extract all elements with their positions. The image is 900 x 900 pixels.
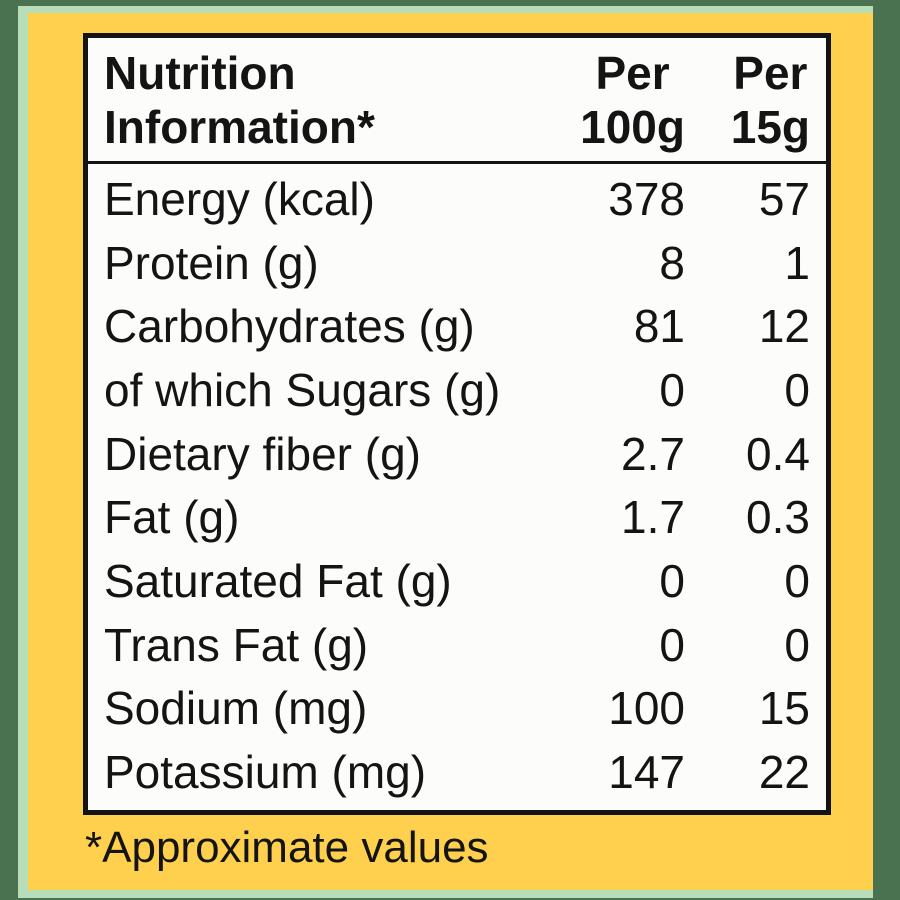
nutrient-name: Saturated Fat (g) <box>104 554 452 607</box>
value-per-15g: 0.3 <box>746 491 810 544</box>
table-row-fat: Fat (g) 1.7 0.3 <box>104 492 810 543</box>
per-15g-line2: 15g <box>730 100 810 153</box>
approximate-values-footnote: *Approximate values <box>85 823 489 872</box>
nutrient-name: Protein (g) <box>104 236 319 289</box>
value-per-100g: 147 <box>608 745 685 798</box>
value-per-100g: 81 <box>633 300 685 353</box>
column-header-per-100g: Per 100g <box>535 47 685 155</box>
value-per-15g: 0 <box>784 364 810 417</box>
value-per-100g: 1.7 <box>621 491 685 544</box>
table-row-potassium: Potassium (mg) 147 22 <box>104 747 810 798</box>
table-body: Energy (kcal) 378 57 Protein (g) 8 1 Car… <box>88 164 826 810</box>
nutrient-name: Potassium (mg) <box>104 745 427 798</box>
table-title-line1: Nutrition <box>104 47 296 99</box>
value-per-15g: 1 <box>784 236 810 289</box>
value-per-15g: 12 <box>758 300 810 353</box>
value-per-100g: 0 <box>659 618 685 671</box>
table-row-carbohydrates: Carbohydrates (g) 81 12 <box>104 301 810 352</box>
table-row-dietary-fiber: Dietary fiber (g) 2.7 0.4 <box>104 429 810 480</box>
per-100g-line2: 100g <box>580 100 685 153</box>
per-100g-line1: Per <box>595 47 670 99</box>
nutrient-name: Carbohydrates (g) <box>104 300 475 353</box>
table-row-energy: Energy (kcal) 378 57 <box>104 174 810 225</box>
column-header-per-15g: Per 15g <box>685 47 810 155</box>
nutrition-table: Nutrition Information* Per 100g Per 15g … <box>83 33 831 815</box>
value-per-100g: 378 <box>608 173 685 226</box>
value-per-100g: 100 <box>608 682 685 735</box>
table-row-saturated-fat: Saturated Fat (g) 0 0 <box>104 556 810 607</box>
table-title: Nutrition Information* <box>104 47 535 155</box>
value-per-100g: 2.7 <box>621 427 685 480</box>
nutrient-name: Dietary fiber (g) <box>104 427 421 480</box>
per-15g-line1: Per <box>733 47 808 99</box>
table-row-trans-fat: Trans Fat (g) 0 0 <box>104 618 810 671</box>
nutrient-name: Trans Fat (g) <box>104 618 369 671</box>
value-per-15g: 0.4 <box>746 427 810 480</box>
table-header-row: Nutrition Information* Per 100g Per 15g <box>88 38 826 164</box>
value-per-15g: 22 <box>758 745 810 798</box>
value-per-15g: 0 <box>784 618 810 671</box>
nutrient-name: of which Sugars (g) <box>104 364 501 417</box>
nutrient-name: Fat (g) <box>104 491 240 544</box>
value-per-15g: 0 <box>784 554 810 607</box>
nutrient-name: Sodium (mg) <box>104 682 368 735</box>
value-per-100g: 0 <box>659 364 685 417</box>
value-per-15g: 57 <box>758 173 810 226</box>
table-title-line2: Information* <box>104 100 375 153</box>
nutrient-name: Energy (kcal) <box>104 173 375 226</box>
value-per-100g: 0 <box>659 554 685 607</box>
table-row-sugars: of which Sugars (g) 0 0 <box>104 365 810 416</box>
table-row-sodium: Sodium (mg) 100 15 <box>104 683 810 734</box>
value-per-15g: 15 <box>758 682 810 735</box>
value-per-100g: 8 <box>659 236 685 289</box>
table-row-protein: Protein (g) 8 1 <box>104 238 810 289</box>
